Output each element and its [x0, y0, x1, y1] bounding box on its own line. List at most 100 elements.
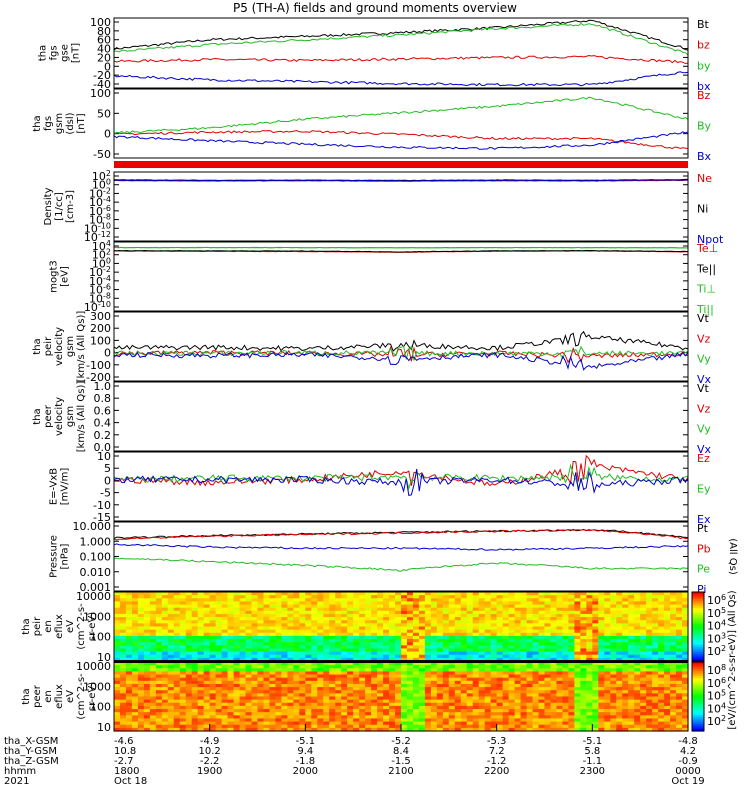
- spectrogram-cell: [329, 604, 336, 609]
- spectrogram-cell: [472, 601, 480, 606]
- spectrogram-cell: [347, 680, 354, 685]
- ytick-label: 10-8: [89, 213, 111, 227]
- colorbar-segment: [692, 666, 704, 670]
- spectrogram-cell: [269, 671, 277, 676]
- spectrogram-cell: [622, 613, 629, 618]
- spectrogram-cell: [371, 718, 378, 723]
- spectrogram-cell: [401, 680, 408, 685]
- spectrogram-cell: [622, 709, 629, 713]
- spectrogram-cell: [406, 610, 414, 615]
- spectrogram-cell: [424, 674, 432, 679]
- ytick-label: 20: [97, 51, 111, 64]
- spectrogram-cell: [179, 639, 187, 643]
- spectrogram-cell: [191, 595, 199, 599]
- spectrogram-cell: [574, 718, 581, 723]
- spectrogram-cell: [305, 601, 312, 606]
- spectrogram-cell: [371, 705, 378, 710]
- spectrogram-cell: [281, 677, 288, 682]
- spectrogram-cell: [544, 629, 552, 634]
- spectrogram-cell: [137, 715, 145, 720]
- spectrogram-cell: [209, 674, 217, 679]
- spectrogram-cell: [502, 674, 510, 679]
- spectrogram-cell: [514, 693, 522, 698]
- spectrogram-cell: [562, 712, 570, 716]
- spectrogram-cell: [347, 629, 354, 634]
- spectrogram-cell: [412, 715, 420, 720]
- spectrogram-cell: [592, 639, 599, 643]
- spectrogram-cell: [401, 690, 408, 694]
- spectrogram-cell: [478, 613, 486, 618]
- spectrogram-cell: [119, 592, 127, 596]
- spectrogram-cell: [227, 690, 235, 694]
- spectrogram-cell: [676, 705, 683, 710]
- ylabel-peir_velocity-line: [km/s (All Qs)]: [76, 311, 87, 383]
- spectrogram-cell: [538, 687, 546, 691]
- spectrogram-cell: [526, 683, 534, 688]
- spectrogram-cell: [329, 693, 336, 698]
- spectrogram-cell: [353, 604, 360, 609]
- spectrogram-cell: [514, 639, 522, 643]
- spectrogram-cell: [562, 651, 570, 656]
- spectrogram-cell: [281, 613, 288, 618]
- spectrogram-cell: [371, 687, 378, 691]
- spectrogram-cell: [341, 595, 348, 599]
- spectrogram-cell: [287, 680, 294, 685]
- spectrogram-cell: [191, 648, 199, 653]
- spectrogram-cell: [119, 705, 127, 710]
- spectrogram-cell: [161, 727, 169, 732]
- spectrogram-cell: [179, 674, 187, 679]
- spectrogram-cell: [197, 617, 205, 621]
- spectrogram-cell: [293, 610, 300, 615]
- ylabel-temperature-line: [eV]: [60, 266, 71, 287]
- spectrogram-cell: [562, 671, 570, 676]
- ytick-label: 100: [90, 631, 111, 644]
- spectrogram-cell: [365, 626, 372, 631]
- spectrogram-cell: [299, 607, 306, 612]
- spectrogram-cell: [424, 595, 432, 599]
- spectrogram-cell: [478, 610, 486, 615]
- spectrogram-cell: [197, 635, 205, 640]
- spectrogram-cell: [191, 629, 199, 634]
- spectrogram-cell: [329, 601, 336, 606]
- spectrogram-cell: [610, 683, 617, 688]
- spectrogram-cell: [114, 668, 121, 673]
- spectrogram-cell: [401, 639, 408, 643]
- spectrogram-cell: [299, 617, 306, 621]
- spectrogram-cell: [347, 626, 354, 631]
- spectrogram-cell: [209, 702, 217, 707]
- spectrogram-cell: [287, 727, 294, 732]
- spectrogram-cell: [311, 610, 318, 615]
- legend-Vt: Vt: [697, 382, 710, 395]
- spectrogram-cell: [610, 715, 617, 720]
- spectrogram-cell: [646, 623, 653, 628]
- spectrogram-cell: [502, 613, 510, 618]
- spectrogram-cell: [167, 693, 175, 698]
- spectrogram-cell: [173, 613, 181, 618]
- spectrogram-cell: [377, 665, 384, 669]
- spectrogram-cell: [161, 645, 169, 650]
- spectrogram-cell: [466, 674, 474, 679]
- spectrogram-cell: [508, 724, 516, 729]
- spectrogram-cell: [114, 598, 121, 603]
- spectrogram-cell: [562, 654, 570, 659]
- spectrogram-cell: [323, 648, 330, 653]
- spectrogram-cell: [550, 699, 558, 704]
- spectrogram-cell: [508, 702, 516, 707]
- spectrogram-cell: [604, 607, 611, 612]
- spectrogram-cell: [155, 702, 163, 707]
- spectrogram-cell: [281, 727, 288, 732]
- spectrogram-cell: [652, 727, 659, 732]
- spectrogram-cell: [167, 617, 175, 621]
- spectrogram-cell: [532, 639, 540, 643]
- spectrogram-cell: [436, 635, 444, 640]
- spectrogram-cell: [460, 607, 468, 612]
- spectrogram-cell: [197, 665, 205, 669]
- spectrogram-cell: [556, 718, 564, 723]
- spectrogram-cell: [239, 610, 247, 615]
- spectrogram-cell: [245, 610, 253, 615]
- spectrogram-cell: [377, 724, 384, 729]
- spectrogram-cell: [538, 610, 546, 615]
- spectrogram-cell: [239, 671, 247, 676]
- spectrogram-cell: [568, 645, 575, 650]
- spectrogram-cell: [167, 715, 175, 720]
